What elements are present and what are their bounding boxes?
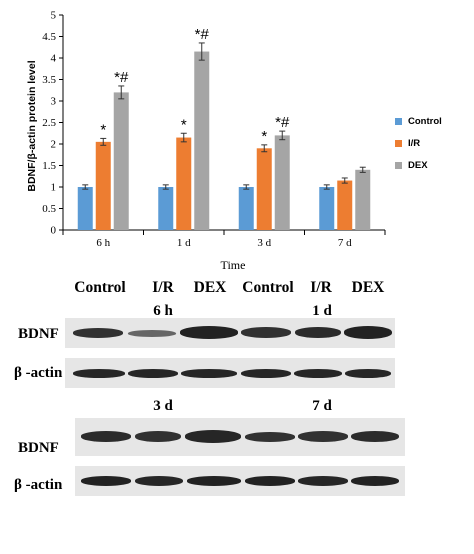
band: [73, 328, 123, 338]
bar: [158, 187, 174, 230]
chart-axes: 0 0.5 1 1.5 2 2.5 3 3.5 4 4.5 5 6 h 1 d 3 d 7 d: [42, 10, 386, 249]
blot-bdnf-top: [65, 318, 395, 348]
significance-mark: *: [181, 116, 187, 133]
bar-chart: 0 0.5 1 1.5 2 2.5 3 3.5 4 4.5 5 6 h 1 d 3 d 7 d * *# * *#…: [26, 10, 386, 272]
band: [180, 326, 238, 339]
bar: [113, 92, 129, 231]
lane-label-ir-2: I/R: [310, 279, 332, 296]
legend-item-dex: DEX: [395, 158, 442, 173]
x-tick-label: 6 h: [96, 237, 110, 249]
legend-label-control: Control: [408, 116, 442, 127]
band: [245, 432, 295, 442]
legend-swatch-control: [395, 118, 402, 125]
x-tick-label: 3 d: [257, 237, 271, 249]
bar: [176, 137, 192, 230]
significance-mark: *: [100, 121, 106, 138]
y-tick-label: 1: [51, 182, 57, 194]
band: [351, 476, 399, 486]
band: [135, 431, 181, 442]
bar: [194, 51, 210, 230]
band: [135, 476, 183, 486]
band: [73, 369, 125, 378]
timepoint-6h: 6 h: [153, 303, 173, 319]
bar: [77, 187, 93, 230]
band: [185, 430, 241, 443]
band: [294, 369, 342, 378]
x-tick-label: 1 d: [177, 237, 191, 249]
y-tick-label: 4: [51, 53, 57, 65]
y-tick-label: 0.5: [42, 203, 56, 215]
row-label-actin-top: β -actin: [14, 365, 63, 381]
bar: [355, 169, 371, 230]
blot-actin-top: [65, 358, 395, 388]
y-tick-label: 2.5: [42, 117, 56, 129]
x-axis-label: Time: [221, 258, 246, 272]
blot-bdnf-bottom: [75, 418, 405, 456]
bar: [256, 148, 272, 230]
band: [245, 476, 295, 486]
bar: [337, 180, 353, 230]
y-tick-label: 0: [51, 225, 57, 237]
band: [351, 431, 399, 442]
y-tick-label: 3.5: [42, 74, 56, 86]
legend-label-dex: DEX: [408, 160, 428, 171]
row-label-bdnf-bottom: BDNF: [18, 440, 59, 456]
significance-mark: *#: [275, 114, 290, 131]
bar: [319, 187, 335, 230]
band: [128, 330, 176, 337]
y-tick-label: 3: [51, 96, 57, 108]
timepoint-3d: 3 d: [153, 398, 173, 414]
significance-mark: *#: [195, 26, 210, 43]
band: [298, 476, 348, 486]
x-tick-label: 7 d: [338, 237, 352, 249]
band: [241, 369, 291, 378]
band: [187, 476, 241, 486]
band: [298, 431, 348, 442]
band: [345, 369, 391, 378]
row-label-bdnf-top: BDNF: [18, 326, 59, 342]
chart-bars: * *# * *# * *#: [77, 26, 371, 231]
y-tick-label: 2: [51, 139, 57, 151]
significance-mark: *#: [114, 69, 129, 86]
lane-label-control-1: Control: [74, 279, 126, 296]
timepoint-7d: 7 d: [312, 398, 332, 414]
band: [81, 431, 131, 442]
legend-swatch-dex: [395, 162, 402, 169]
legend-label-ir: I/R: [408, 138, 421, 149]
legend-swatch-ir: [395, 140, 402, 147]
chart-legend: Control I/R DEX: [395, 114, 442, 180]
lane-label-control-2: Control: [242, 279, 294, 296]
legend-item-ir: I/R: [395, 136, 442, 151]
timepoint-1d: 1 d: [312, 303, 332, 319]
blot-actin-bottom: [75, 466, 405, 496]
bar: [274, 135, 290, 230]
band: [128, 369, 178, 378]
blot-lane-labels: Control I/R DEX Control I/R DEX: [0, 279, 474, 301]
bar: [238, 187, 254, 230]
lane-label-ir-1: I/R: [152, 279, 174, 296]
row-label-actin-bottom: β -actin: [14, 477, 63, 493]
y-tick-label: 1.5: [42, 160, 56, 172]
y-tick-label: 5: [51, 10, 57, 22]
y-tick-label: 4.5: [42, 31, 56, 43]
significance-mark: *: [261, 128, 267, 145]
legend-item-control: Control: [395, 114, 442, 129]
band: [181, 369, 237, 378]
band: [344, 326, 392, 339]
band: [241, 327, 291, 338]
y-axis-label: BDNF/β-actin protein level: [26, 60, 38, 191]
lane-label-dex-2: DEX: [351, 279, 385, 296]
band: [295, 327, 341, 338]
band: [81, 476, 131, 486]
bar: [95, 141, 111, 230]
lane-label-dex-1: DEX: [193, 279, 227, 296]
